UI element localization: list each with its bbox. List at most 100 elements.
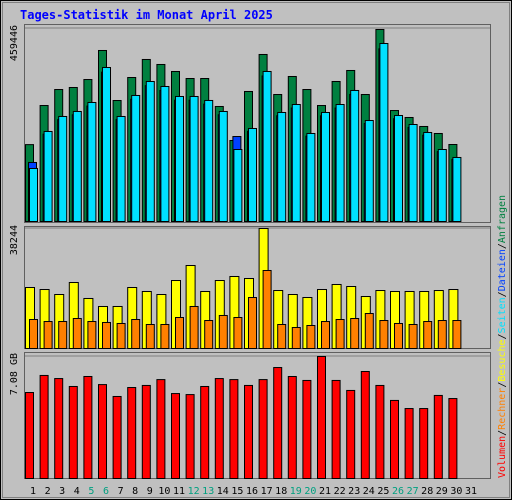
bar: [233, 316, 243, 349]
legend-entry: Volumen: [497, 436, 508, 478]
legend-separator: /: [497, 382, 508, 388]
bar: [87, 101, 97, 222]
bar: [175, 316, 184, 349]
legend-entry: Besuche: [497, 339, 508, 381]
bar: [448, 398, 458, 479]
bar: [43, 130, 53, 222]
bar: [437, 320, 447, 349]
y-tick-label: 38244: [9, 225, 20, 255]
bar: [291, 104, 301, 222]
bar: [131, 94, 141, 222]
bar: [335, 104, 345, 222]
bar: [306, 132, 316, 222]
bar: [262, 269, 272, 349]
x-tick-label: 19: [290, 486, 302, 497]
bar: [277, 111, 287, 222]
bar: [141, 384, 151, 480]
bar: [277, 323, 287, 350]
bar: [364, 120, 374, 222]
y-tick-label: 7.08 GB: [9, 353, 20, 395]
bar: [160, 85, 170, 222]
x-tick-label: 18: [275, 486, 287, 497]
x-tick-label: 22: [334, 486, 346, 497]
x-tick-label: 17: [261, 486, 273, 497]
bar: [379, 43, 389, 222]
bar: [350, 89, 360, 222]
bar: [262, 70, 272, 222]
bar: [321, 321, 330, 350]
legend-entry: Seiten: [497, 297, 508, 333]
bar: [204, 99, 214, 222]
bar: [379, 320, 389, 349]
bar: [58, 321, 68, 350]
bar: [248, 127, 257, 222]
legend-entry: Anfragen: [497, 195, 508, 243]
x-tick-label: 16: [246, 486, 258, 497]
x-tick-label: 29: [436, 486, 448, 497]
bar: [145, 80, 155, 222]
bar: [112, 395, 122, 479]
bar: [273, 367, 283, 480]
x-tick-label: 11: [173, 486, 185, 497]
bar: [39, 374, 49, 479]
bar: [244, 384, 253, 480]
bar: [394, 115, 403, 222]
bar: [131, 319, 141, 349]
bar: [423, 321, 433, 350]
bar: [116, 115, 126, 222]
bar: [364, 313, 374, 350]
x-tick-label: 3: [59, 486, 65, 497]
x-tick-label: 15: [231, 486, 243, 497]
bar: [258, 379, 268, 479]
bar: [214, 378, 224, 479]
bar: [229, 379, 239, 479]
x-tick-label: 23: [348, 486, 360, 497]
x-tick-label: 27: [407, 486, 419, 497]
x-tick-label: 9: [147, 486, 153, 497]
legend-separator: /: [497, 243, 508, 249]
bar: [68, 385, 78, 480]
x-tick-label: 13: [202, 486, 214, 497]
bar: [419, 408, 429, 479]
bar: [452, 320, 462, 349]
x-tick-label: 10: [158, 486, 170, 497]
bar: [423, 131, 433, 222]
x-tick-label: 26: [392, 486, 404, 497]
bar: [189, 305, 199, 349]
bar: [408, 323, 418, 350]
x-tick-label: 28: [421, 486, 433, 497]
bar: [185, 394, 195, 479]
bar: [102, 67, 111, 222]
bar: [160, 323, 170, 350]
bar: [287, 375, 297, 480]
bar: [331, 379, 341, 479]
bar: [171, 393, 180, 480]
bar: [408, 124, 418, 222]
bar: [375, 384, 385, 480]
legend-entry: Rechner: [497, 388, 508, 430]
bar: [317, 356, 326, 479]
bar: [321, 111, 330, 222]
x-tick-label: 1: [30, 486, 36, 497]
bar: [72, 110, 82, 222]
bar: [156, 379, 166, 479]
bar: [404, 408, 414, 479]
x-tick-label: 21: [319, 486, 331, 497]
bar: [127, 387, 137, 479]
x-tick-label: 2: [45, 486, 51, 497]
bar: [54, 378, 64, 479]
y-tick-label: 459446: [9, 25, 20, 61]
bar: [102, 321, 111, 349]
bar: [29, 319, 38, 349]
x-tick-label: 7: [118, 486, 124, 497]
bar: [204, 320, 214, 349]
bar: [43, 321, 53, 350]
bar: [200, 385, 210, 480]
bar: [437, 148, 447, 222]
bar: [189, 95, 199, 222]
legend-separator: /: [497, 333, 508, 339]
bar: [72, 318, 82, 350]
legend-separator: /: [497, 430, 508, 436]
x-tick-label: 5: [88, 486, 94, 497]
